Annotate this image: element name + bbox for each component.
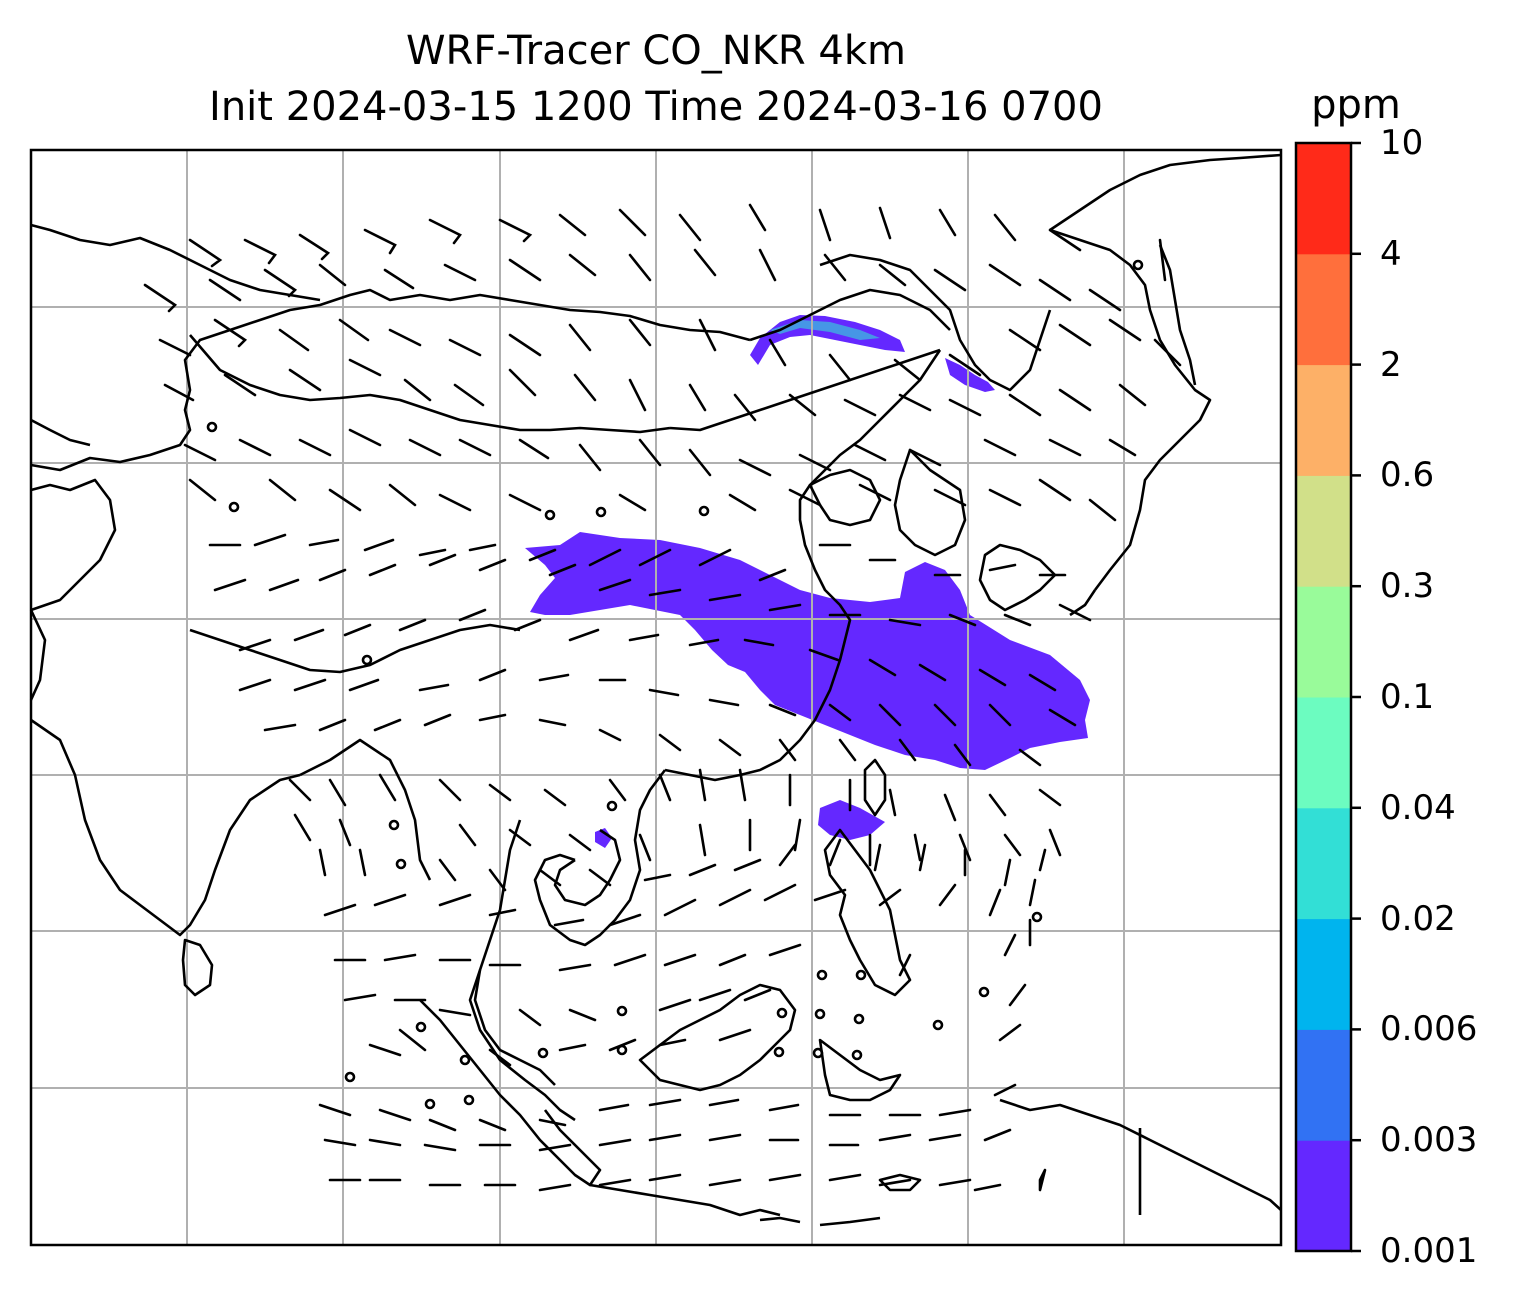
colorbar-tick-label: 0.001 [1380, 1231, 1478, 1271]
plume-philippines [818, 800, 885, 840]
colorbar-segment [1296, 807, 1351, 920]
gridlines [31, 150, 1281, 1245]
calm-markers [206, 259, 1144, 1110]
plume-vietnam [595, 828, 612, 848]
coastlines [29, 153, 1282, 1227]
colorbar-segment [1296, 253, 1351, 366]
colorbar-tick-label: 4 [1380, 233, 1402, 274]
coastline-timor [878, 1173, 922, 1192]
colorbar-tick-label: 0.006 [1380, 1009, 1478, 1050]
coastline-bay-bengal [299, 738, 432, 881]
colorbar-unit: ppm [1311, 82, 1401, 128]
wind-barbs [143, 203, 1182, 1192]
plume-north-core [770, 320, 880, 340]
colorbar-segment [1296, 918, 1351, 1030]
colorbar-tick-label: 0.3 [1380, 566, 1435, 607]
colorbar-segment [1296, 1029, 1351, 1141]
map-axes [29, 148, 1283, 1247]
coastline-borneo [638, 983, 797, 1092]
colorbar-segment [1296, 1140, 1351, 1252]
coastline-philippines [823, 828, 912, 997]
coastline-gulf-thailand [473, 819, 556, 1086]
coastline-sumatra [419, 999, 602, 1187]
colorbar-tick-label: 0.02 [1380, 898, 1456, 939]
coastline-north-korea [819, 253, 1052, 392]
coastline-sulawesi [818, 1038, 902, 1102]
colorbar-tick-label: 0.1 [1380, 677, 1435, 717]
colorbar [1294, 141, 1361, 1253]
border-south-asia [30, 288, 751, 472]
colorbar-segment [1296, 143, 1351, 255]
plume-northeast [945, 358, 995, 392]
coastline-taiwan [863, 758, 887, 817]
colorbar-segment [1296, 586, 1351, 698]
colorbar-tick-label: 0.6 [1380, 455, 1435, 496]
colorbar-tick-label: 0.04 [1380, 787, 1456, 828]
coastline-russia-east [1049, 153, 1282, 591]
border-central-asia [30, 223, 321, 302]
coastline-east-china [664, 349, 942, 782]
border-mongolia [669, 288, 951, 432]
island-sri-lanka [181, 938, 214, 997]
coastline-bohai [808, 468, 882, 527]
border-tibet-north [189, 334, 671, 434]
coastline-india [29, 609, 301, 937]
plot-title-line2: Init 2024-03-15 1200 Time 2024-03-16 070… [209, 84, 1103, 130]
coastline-new-guinea [999, 1098, 1282, 1211]
colorbar-tick-label: 2 [1380, 344, 1402, 385]
coastline-sakhalin [1158, 244, 1197, 386]
colorbar-segment [1296, 475, 1351, 587]
coastline-lesser-sunda [759, 1216, 881, 1227]
colorbar-tick-label: 10 [1380, 123, 1424, 163]
colorbar-tick-label: 0.003 [1380, 1120, 1478, 1161]
map-frame [29, 148, 1283, 1247]
plot-title-line1: WRF-Tracer CO_NKR 4km [405, 28, 907, 74]
border-west [30, 418, 117, 612]
colorbar-segment [1296, 697, 1351, 809]
colorbar-segment [1296, 364, 1351, 476]
coastline-malaysia [468, 969, 576, 1122]
coastline-java [589, 1183, 781, 1217]
coastline-korea [893, 448, 967, 557]
